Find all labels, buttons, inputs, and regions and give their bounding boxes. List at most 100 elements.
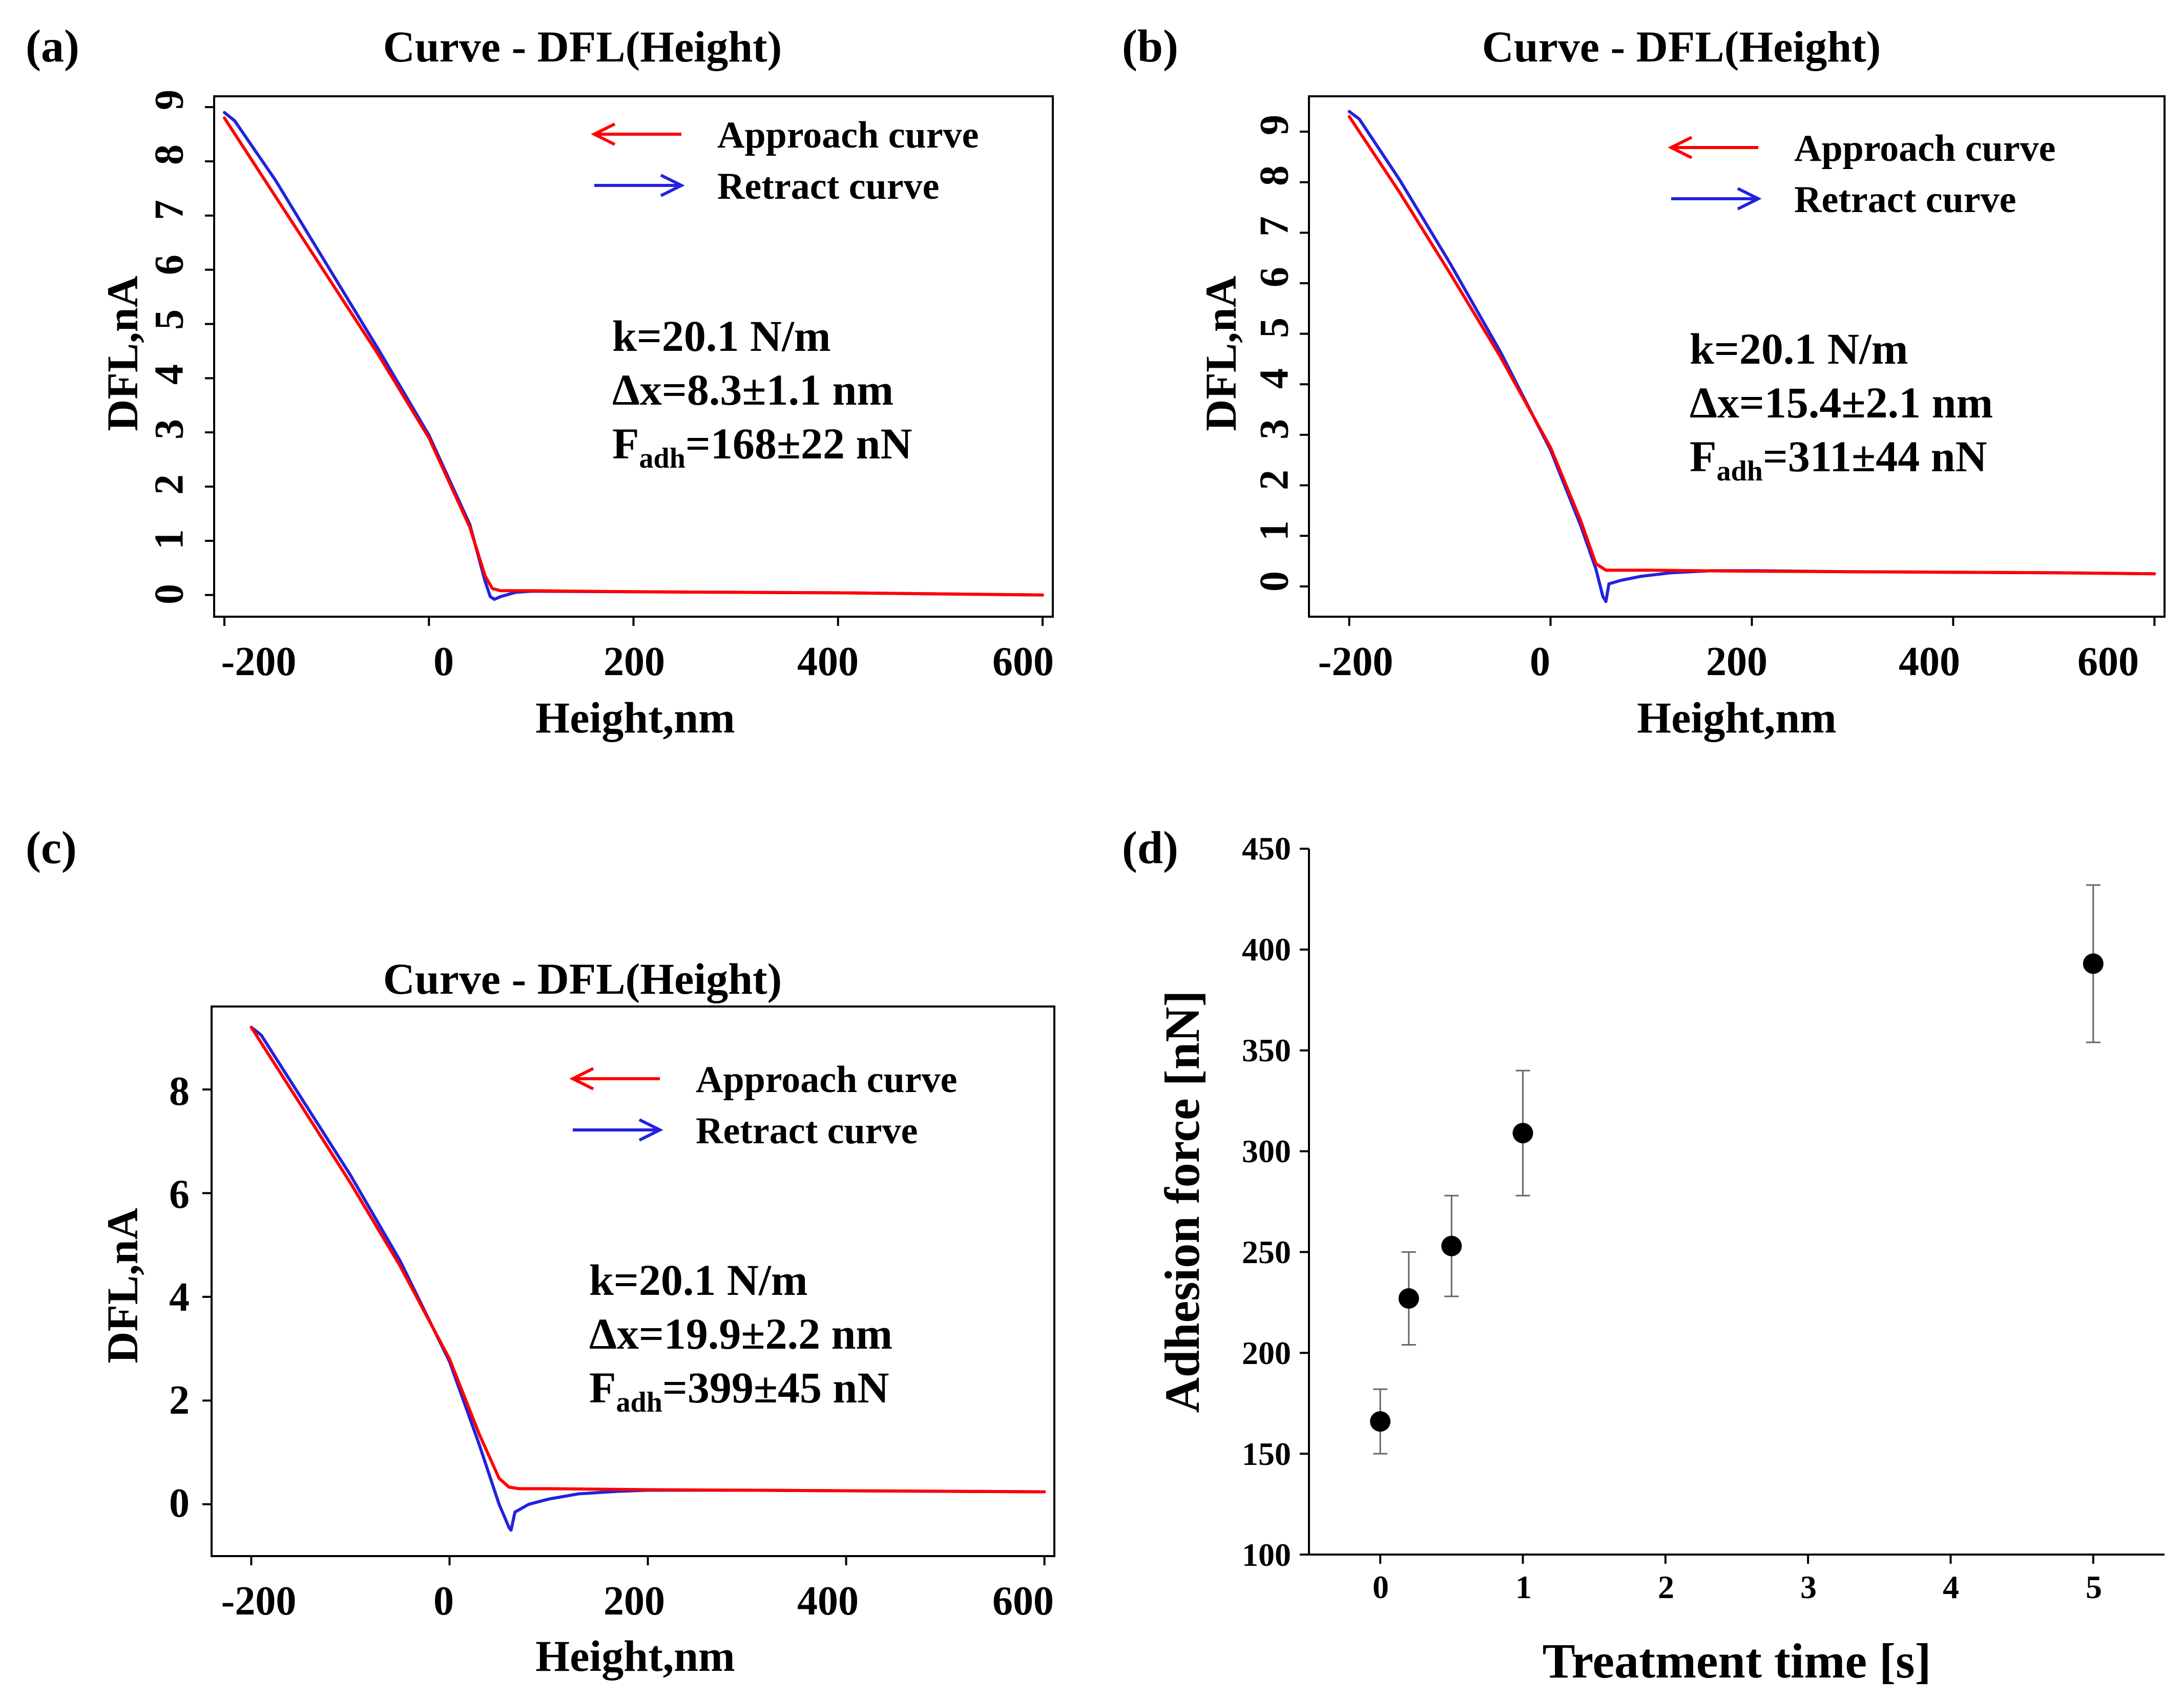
legend: Approach curve Retract curve <box>569 1059 957 1152</box>
y-tick-label: 9 <box>147 90 192 110</box>
panel-label: (d) <box>1122 823 1178 873</box>
panel-a: (a) Curve - DFL(Height) -200 0 200 400 6… <box>26 21 1054 742</box>
x-tick-label: 2 <box>1658 1569 1674 1605</box>
series-layer <box>249 1025 1046 1532</box>
adhesion-force-text: Fadh=168±22 nN <box>612 419 912 474</box>
x-tick-label: 600 <box>992 1579 1054 1624</box>
y-tick-label: 200 <box>1242 1335 1291 1371</box>
y-tick-label: 2 <box>147 474 192 495</box>
x-tick-label: 0 <box>433 1579 454 1624</box>
approach-curve-line <box>249 1025 1046 1494</box>
x-tick-label: 400 <box>797 639 859 684</box>
y-tick-label: 0 <box>169 1481 190 1526</box>
y-tick-label: 4 <box>147 364 192 385</box>
y-tick-label: 6 <box>147 255 192 275</box>
x-tick-label: 1 <box>1515 1569 1532 1605</box>
deflection-text: Δx=15.4±2.1 nm <box>1690 378 1993 427</box>
y-tick-label: 2 <box>169 1378 190 1423</box>
x-tick-label: 200 <box>1706 639 1767 684</box>
annotation: k=20.1 N/m Δx=15.4±2.1 nm Fadh=311±44 nN <box>1690 324 1993 487</box>
x-tick-label: 3 <box>1800 1569 1817 1605</box>
x-tick-label: -200 <box>221 639 297 684</box>
y-axis-ticks <box>205 106 214 596</box>
legend: Approach curve Retract curve <box>591 114 979 207</box>
x-axis-title: Height,nm <box>1637 693 1836 742</box>
x-axis-ticks <box>1379 1555 2094 1564</box>
approach-curve-line <box>223 116 1044 597</box>
y-axis-ticks <box>202 1088 212 1505</box>
y-tick-label: 1 <box>1252 520 1297 541</box>
legend: Approach curve Retract curve <box>1668 128 2055 221</box>
y-tick-label: 4 <box>169 1275 190 1320</box>
x-axis-ticks <box>1348 617 2156 626</box>
y-tick-label: 450 <box>1242 830 1291 867</box>
annotation: k=20.1 N/m Δx=19.9±2.2 nm Fadh=399±45 nN <box>589 1255 892 1418</box>
y-tick-label: 9 <box>1252 115 1297 135</box>
x-tick-label: 400 <box>797 1579 859 1624</box>
panel-d: (d) 0 1 2 3 4 5 100 150 200 250 300 350 … <box>1122 823 2165 1688</box>
x-tick-label: 0 <box>1372 1569 1389 1605</box>
y-axis-ticks <box>1300 131 1309 588</box>
plot-title: Curve - DFL(Height) <box>1482 22 1881 71</box>
annotation: k=20.1 N/m Δx=8.3±1.1 nm Fadh=168±22 nN <box>612 311 912 474</box>
data-point <box>1441 1235 1462 1256</box>
spring-constant-text: k=20.1 N/m <box>612 311 830 361</box>
y-tick-label: 6 <box>169 1172 190 1217</box>
spring-constant-text: k=20.1 N/m <box>589 1255 807 1305</box>
series-layer <box>1347 110 2156 603</box>
retract-legend-label: Retract curve <box>696 1110 918 1152</box>
data-point <box>1370 1411 1391 1432</box>
x-tick-label: 4 <box>1943 1569 1959 1605</box>
retract-legend-arrowhead <box>1737 187 1762 211</box>
retract-legend-arrowhead <box>660 174 685 197</box>
y-tick-label: 350 <box>1242 1032 1291 1068</box>
y-tick-label: 2 <box>1252 470 1297 490</box>
y-tick-label: 8 <box>147 144 192 165</box>
y-tick-label: 400 <box>1242 931 1291 968</box>
y-axis-title: DFL,nA <box>98 276 147 431</box>
x-tick-label: 600 <box>992 639 1054 684</box>
plot-title: Curve - DFL(Height) <box>383 954 782 1003</box>
approach-legend-arrowhead <box>1668 136 1693 159</box>
y-tick-label: 0 <box>147 584 192 604</box>
plot-title: Curve - DFL(Height) <box>383 22 782 71</box>
x-axis-title: Treatment time [s] <box>1543 1633 1931 1688</box>
plot-frame <box>1308 95 2166 618</box>
y-tick-label: 5 <box>1252 318 1297 338</box>
adhesion-force-text: Fadh=399±45 nN <box>589 1363 889 1418</box>
panel-label: (a) <box>26 21 79 72</box>
y-tick-label: 6 <box>1252 267 1297 287</box>
x-axis-ticks <box>250 1556 1046 1565</box>
y-tick-label: 0 <box>1252 571 1297 592</box>
panel-b: (b) Curve - DFL(Height) -200 0 200 400 6… <box>1122 21 2166 742</box>
approach-legend-label: Approach curve <box>717 114 979 156</box>
y-tick-label: 7 <box>1252 216 1297 237</box>
approach-legend-label: Approach curve <box>696 1059 957 1101</box>
x-axis-ticks <box>223 617 1044 626</box>
y-tick-label: 1 <box>147 529 192 550</box>
y-tick-label: 8 <box>1252 165 1297 186</box>
y-tick-label: 3 <box>147 419 192 439</box>
y-tick-label: 100 <box>1242 1537 1291 1573</box>
x-tick-label: 0 <box>1530 639 1550 684</box>
adhesion-force-text: Fadh=311±44 nN <box>1690 432 1987 487</box>
points-layer <box>1370 884 2104 1455</box>
spring-constant-text: k=20.1 N/m <box>1690 324 1908 373</box>
panel-label: (b) <box>1122 21 1178 72</box>
deflection-text: Δx=19.9±2.2 nm <box>589 1309 892 1358</box>
approach-curve-line <box>1347 115 2156 576</box>
x-axis-title: Height,nm <box>535 1631 735 1681</box>
panel-label: (c) <box>26 823 77 873</box>
x-tick-label: 5 <box>2086 1569 2102 1605</box>
approach-legend-arrowhead <box>591 122 616 146</box>
deflection-text: Δx=8.3±1.1 nm <box>612 365 893 414</box>
series-layer <box>223 111 1044 601</box>
approach-legend-label: Approach curve <box>1794 128 2055 170</box>
y-axis-title: Adhesion force [nN] <box>1155 991 1210 1413</box>
y-tick-label: 4 <box>1252 368 1297 389</box>
data-point <box>1512 1123 1533 1144</box>
approach-legend-arrowhead <box>569 1067 594 1090</box>
retract-legend-label: Retract curve <box>1794 179 2016 221</box>
data-point <box>1398 1288 1419 1309</box>
y-tick-label: 7 <box>147 200 192 220</box>
